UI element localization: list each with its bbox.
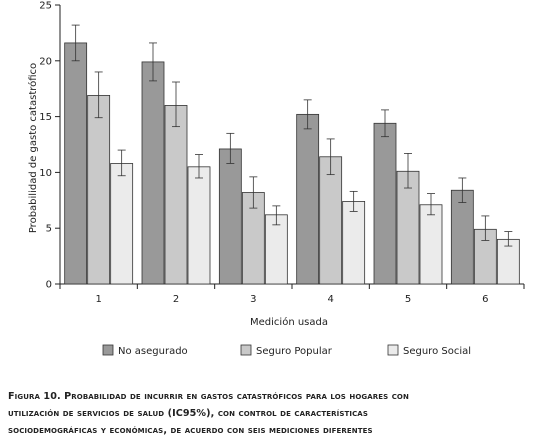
error-bars — [71, 24, 513, 247]
bar — [218, 148, 242, 285]
bar — [141, 61, 165, 285]
bar — [319, 156, 343, 285]
x-tick-label: 5 — [405, 294, 411, 305]
bar-chart: 0 5 10 15 20 25 1 2 3 4 5 6 Probabilidad de gasto … — [27, 1, 525, 357]
bar — [419, 204, 443, 285]
legend: No asegurado Seguro Popular Seguro Social — [102, 344, 471, 357]
bar — [296, 113, 320, 285]
y-tick-label: 15 — [39, 112, 52, 123]
y-axis: 0 5 10 15 20 25 — [39, 1, 61, 291]
bar — [187, 166, 211, 285]
y-tick-label: 0 — [46, 280, 52, 291]
figure-caption: Figura 10. Probabilidad de incurrir en g… — [8, 388, 552, 439]
x-axis-title: Medición usada — [250, 316, 328, 328]
bar — [450, 189, 474, 285]
y-axis-title: Probabilidad de gasto catastrófico — [27, 63, 39, 233]
bar — [373, 122, 397, 285]
x-tick-label: 2 — [173, 294, 179, 305]
bars — [64, 42, 520, 285]
y-tick-label: 5 — [46, 224, 52, 235]
caption-line-2: utilización de servicios de salud (IC95%… — [8, 408, 368, 419]
x-tick-label: 6 — [482, 294, 488, 305]
bar — [110, 163, 134, 285]
legend-swatch — [387, 344, 399, 356]
y-tick-label: 25 — [39, 1, 52, 12]
legend-label: Seguro Popular — [256, 346, 333, 357]
caption-line-1: Figura 10. Probabilidad de incurrir en g… — [8, 391, 409, 402]
bar — [164, 105, 188, 285]
caption-line-3: sociodemográficas y económicas, de acuer… — [8, 425, 373, 436]
legend-swatch — [102, 344, 114, 356]
x-tick-label: 1 — [95, 294, 101, 305]
legend-label: No asegurado — [118, 346, 188, 357]
legend-label: Seguro Social — [403, 346, 471, 357]
bar — [87, 94, 111, 285]
bar — [342, 201, 366, 285]
bar — [64, 42, 88, 285]
y-tick-label: 10 — [39, 168, 52, 179]
legend-swatch — [240, 344, 252, 356]
x-axis: 1 2 3 4 5 6 — [59, 283, 525, 305]
x-tick-label: 3 — [250, 294, 256, 305]
x-tick-label: 4 — [327, 294, 333, 305]
y-tick-label: 20 — [39, 56, 52, 67]
